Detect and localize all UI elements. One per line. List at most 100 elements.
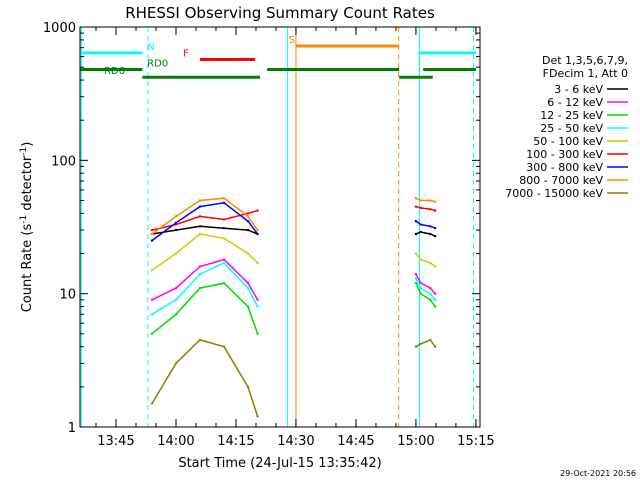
data-point-50-100-kev-4	[246, 252, 250, 255]
series-line-12-25-kev-0	[151, 282, 259, 335]
data-point-25-50-kev-6	[414, 277, 418, 280]
data-point-7000-15000-kev-4	[246, 385, 250, 389]
data-point-3-6-kev-9	[433, 234, 437, 238]
plot-frame	[79, 26, 481, 428]
data-point-3-6-kev-4	[246, 228, 250, 232]
data-point-25-50-kev-0	[150, 313, 154, 316]
chart-title: RHESSI Observing Summary Count Rates	[125, 4, 435, 22]
data-point-3-6-kev-6	[414, 232, 418, 236]
x-tick-label-13-45: 13:45	[97, 434, 134, 449]
data-point-300-800-kev-6	[414, 219, 418, 223]
data-point-300-800-kev-2	[198, 205, 202, 208]
x-tick-label-15-15: 15:15	[457, 434, 494, 449]
series-line-7000-15000-kev-1	[415, 338, 436, 348]
data-point-800-7000-kev-0	[150, 232, 154, 236]
data-point-800-7000-kev-7	[419, 199, 422, 202]
data-point-800-7000-kev-8	[429, 199, 432, 202]
y-axis-label: Count Rate (s-1 detector-1)	[19, 142, 35, 313]
series-line-12-25-kev-1	[415, 282, 436, 308]
series-line-300-800-kev-0	[151, 202, 259, 242]
data-point-12-25-kev-5	[256, 332, 259, 336]
x-tick-label-14-30: 14:30	[277, 434, 314, 449]
legend-header-line-0: Det 1,3,5,6,7,9,	[542, 54, 628, 67]
data-point-3-6-kev-7	[419, 230, 422, 234]
data-point-3-6-kev-1	[174, 228, 178, 232]
data-point-7000-15000-kev-3	[222, 345, 226, 348]
data-point-25-50-kev-4	[246, 286, 250, 290]
y-tick-label-1: 1	[68, 421, 76, 436]
data-point-100-300-kev-0	[150, 228, 154, 232]
data-point-7000-15000-kev-6	[414, 345, 418, 348]
data-point-50-100-kev-9	[433, 265, 437, 268]
y-tick-label-10: 10	[59, 288, 76, 303]
data-point-12-25-kev-2	[198, 286, 202, 290]
data-point-7000-15000-kev-9	[433, 345, 437, 348]
data-point-6-12-kev-4	[246, 281, 250, 285]
data-point-12-25-kev-8	[429, 298, 432, 301]
data-point-300-800-kev-1	[174, 221, 178, 225]
data-point-12-25-kev-3	[222, 281, 226, 285]
data-point-50-100-kev-3	[222, 237, 226, 240]
data-point-3-6-kev-8	[429, 232, 432, 236]
data-point-800-7000-kev-1	[174, 215, 178, 218]
annotation-label-rd0: RD0	[147, 59, 168, 70]
data-point-100-300-kev-3	[222, 218, 226, 221]
data-point-25-50-kev-9	[433, 298, 437, 301]
series-line-50-100-kev-0	[151, 233, 259, 271]
series-line-6-12-kev-0	[151, 258, 259, 301]
series-line-6-12-kev-1	[415, 273, 436, 295]
data-point-6-12-kev-5	[256, 298, 259, 301]
x-tick-label-15-00: 15:00	[397, 434, 434, 449]
data-point-300-800-kev-9	[433, 226, 437, 230]
data-point-12-25-kev-6	[414, 281, 418, 285]
annotation-label-f: F	[183, 49, 189, 60]
legend-label-7000-15000-kev: 7000 - 15000 keV	[505, 187, 603, 200]
data-point-100-300-kev-9	[433, 209, 437, 212]
legend-label-6-12-kev: 6 - 12 keV	[547, 96, 603, 109]
data-point-50-100-kev-6	[414, 252, 418, 255]
data-point-6-12-kev-8	[429, 286, 432, 290]
data-point-800-7000-kev-4	[246, 215, 250, 218]
data-point-3-6-kev-3	[222, 226, 226, 230]
data-point-800-7000-kev-6	[414, 196, 418, 200]
data-point-12-25-kev-1	[174, 313, 178, 316]
legend-label-300-800-kev: 300 - 800 keV	[526, 161, 603, 174]
data-point-800-7000-kev-3	[222, 196, 226, 200]
data-point-25-50-kev-3	[222, 261, 226, 265]
legend-label-12-25-kev: 12 - 25 keV	[540, 109, 603, 122]
series-line-100-300-kev-1	[415, 205, 436, 212]
data-point-3-6-kev-2	[198, 225, 202, 228]
data-point-300-800-kev-7	[419, 223, 422, 226]
data-point-12-25-kev-0	[150, 332, 154, 336]
series-line-7000-15000-kev-0	[151, 339, 259, 417]
data-point-300-800-kev-4	[246, 219, 250, 223]
x-tick-label-14-00: 14:00	[157, 434, 194, 449]
data-point-25-50-kev-8	[429, 292, 432, 295]
data-point-12-25-kev-4	[246, 305, 250, 308]
data-point-7000-15000-kev-0	[150, 402, 154, 405]
legend-label-100-300-kev: 100 - 300 keV	[526, 148, 603, 161]
data-point-100-300-kev-5	[256, 209, 259, 212]
data-point-7000-15000-kev-8	[429, 338, 432, 342]
data-point-300-800-kev-0	[150, 239, 154, 242]
data-point-300-800-kev-3	[222, 201, 226, 205]
data-point-50-100-kev-2	[198, 232, 202, 236]
data-point-6-12-kev-2	[198, 265, 202, 268]
data-point-12-25-kev-9	[433, 305, 437, 308]
legend-header-line-1: FDecim 1, Att 0	[543, 67, 628, 80]
y-tick-label-1000: 1000	[43, 21, 76, 36]
data-point-25-50-kev-7	[419, 286, 422, 290]
data-point-800-7000-kev-5	[256, 228, 259, 232]
data-point-6-12-kev-9	[433, 292, 437, 295]
x-axis: 13:45 14:00 14:15 14:30 14:45 15:00 15:15	[95, 27, 495, 449]
data-point-6-12-kev-3	[222, 258, 226, 261]
x-tick-label-14-15: 14:15	[217, 434, 254, 449]
legend-label-3-6-kev: 3 - 6 keV	[554, 83, 603, 96]
series-line-50-100-kev-1	[415, 253, 436, 268]
data-point-6-12-kev-1	[174, 286, 178, 290]
data-point-100-300-kev-8	[429, 208, 432, 211]
data-point-50-100-kev-8	[429, 261, 432, 265]
data-point-300-800-kev-5	[256, 232, 259, 236]
data-point-7000-15000-kev-5	[256, 415, 259, 418]
